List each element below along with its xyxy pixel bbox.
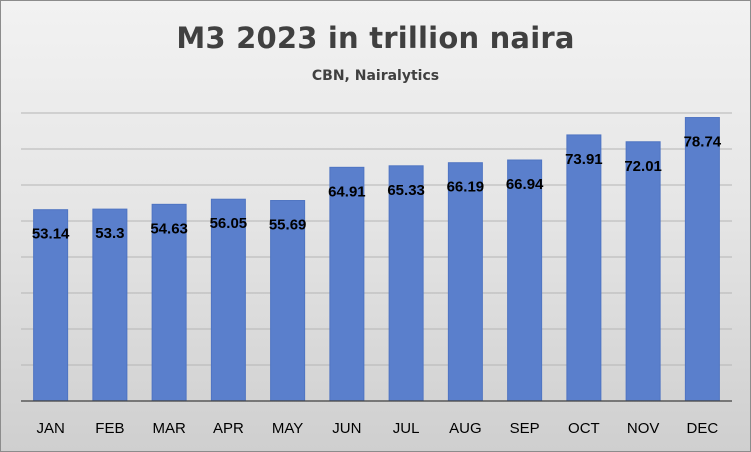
data-label-jun: 64.91 [328,183,366,200]
bar-sep [507,159,543,402]
x-tick-label-feb: FEB [95,420,124,437]
chart-subtitle: CBN, Nairalytics [311,68,440,84]
bar-apr [210,198,246,402]
x-tick-label-apr: APR [213,420,244,437]
data-label-jan: 53.14 [32,226,70,243]
data-label-nov: 72.01 [624,158,662,175]
bar-mar [151,203,187,402]
bar-dec [684,117,720,402]
bar-jul [388,165,424,402]
x-tick-label-jul: JUL [393,420,420,437]
bar-aug [447,162,483,402]
x-tick-label-jun: JUN [332,420,361,437]
data-label-mar: 54.63 [150,220,188,237]
x-tick-label-dec: DEC [687,420,719,437]
bar-oct [566,134,602,402]
x-tick-label-nov: NOV [627,420,660,437]
data-label-sep: 66.94 [506,176,544,193]
data-label-may: 55.69 [269,217,307,234]
bar-jun [329,166,365,402]
data-label-aug: 66.19 [447,179,485,196]
data-label-apr: 56.05 [210,215,248,232]
x-tick-label-jan: JAN [36,420,64,437]
x-tick-label-may: MAY [272,420,303,437]
x-tick-label-mar: MAR [152,420,186,437]
x-tick-label-aug: AUG [449,420,482,437]
data-label-oct: 73.91 [565,151,603,168]
data-label-jul: 65.33 [387,182,425,199]
data-label-feb: 53.3 [95,225,124,242]
bar-nov [625,141,661,402]
x-tick-label-sep: SEP [510,420,540,437]
x-tick-label-oct: OCT [568,420,600,437]
data-label-dec: 78.74 [684,134,722,151]
chart-title: M3 2023 in trillion naira [176,21,575,55]
bar-feb [92,208,128,402]
bar-may [270,200,306,402]
bar-jan [33,209,69,402]
